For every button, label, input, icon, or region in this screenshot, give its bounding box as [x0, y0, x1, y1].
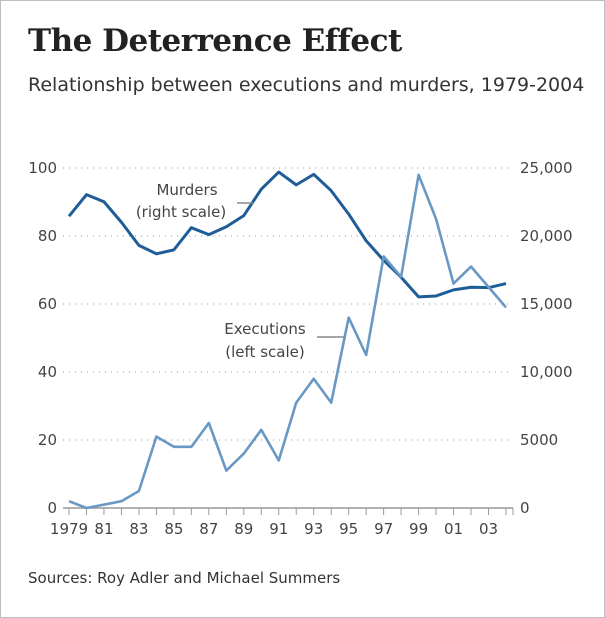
right-tick-label: 10,000	[520, 363, 573, 381]
x-tick-label: 91	[269, 520, 288, 538]
chart-source: Sources: Roy Adler and Michael Summers	[28, 569, 341, 587]
x-tick-label: 83	[129, 520, 148, 538]
executions-label: Executions	[224, 320, 306, 338]
left-tick-label: 40	[38, 363, 57, 381]
x-tick-label: 1979	[50, 520, 88, 538]
chart-subtitle: Relationship between executions and murd…	[28, 74, 585, 96]
left-tick-label: 0	[47, 499, 57, 517]
chart-title: The Deterrence Effect	[28, 23, 402, 59]
executions-label-scale: (left scale)	[225, 343, 304, 361]
x-tick-label: 81	[94, 520, 113, 538]
x-tick-label: 03	[479, 520, 498, 538]
left-tick-label: 20	[38, 431, 57, 449]
series-line-executions	[68, 173, 507, 510]
murders-label: Murders	[156, 181, 217, 199]
right-tick-label: 0	[520, 499, 530, 517]
right-tick-label: 20,000	[520, 227, 573, 245]
x-tick-label: 95	[339, 520, 358, 538]
x-tick-label: 01	[444, 520, 463, 538]
x-tick-label: 97	[374, 520, 393, 538]
right-tick-label: 5000	[520, 431, 558, 449]
series-line-murders	[67, 170, 507, 299]
right-tick-label: 15,000	[520, 295, 573, 313]
x-tick-label: 85	[164, 520, 183, 538]
x-tick-label: 89	[234, 520, 253, 538]
x-tick-label: 87	[199, 520, 218, 538]
left-tick-label: 60	[38, 295, 57, 313]
chart-svg: 0 0 20 5000 40 10,000 60 15,000 80 20,000 100 25,00…	[28, 159, 573, 538]
murders-label-scale: (right scale)	[136, 203, 226, 221]
left-tick-label: 100	[28, 159, 57, 177]
x-tick-label: 93	[304, 520, 323, 538]
x-tick-label: 99	[409, 520, 428, 538]
left-tick-label: 80	[38, 227, 57, 245]
right-tick-label: 25,000	[520, 159, 573, 177]
